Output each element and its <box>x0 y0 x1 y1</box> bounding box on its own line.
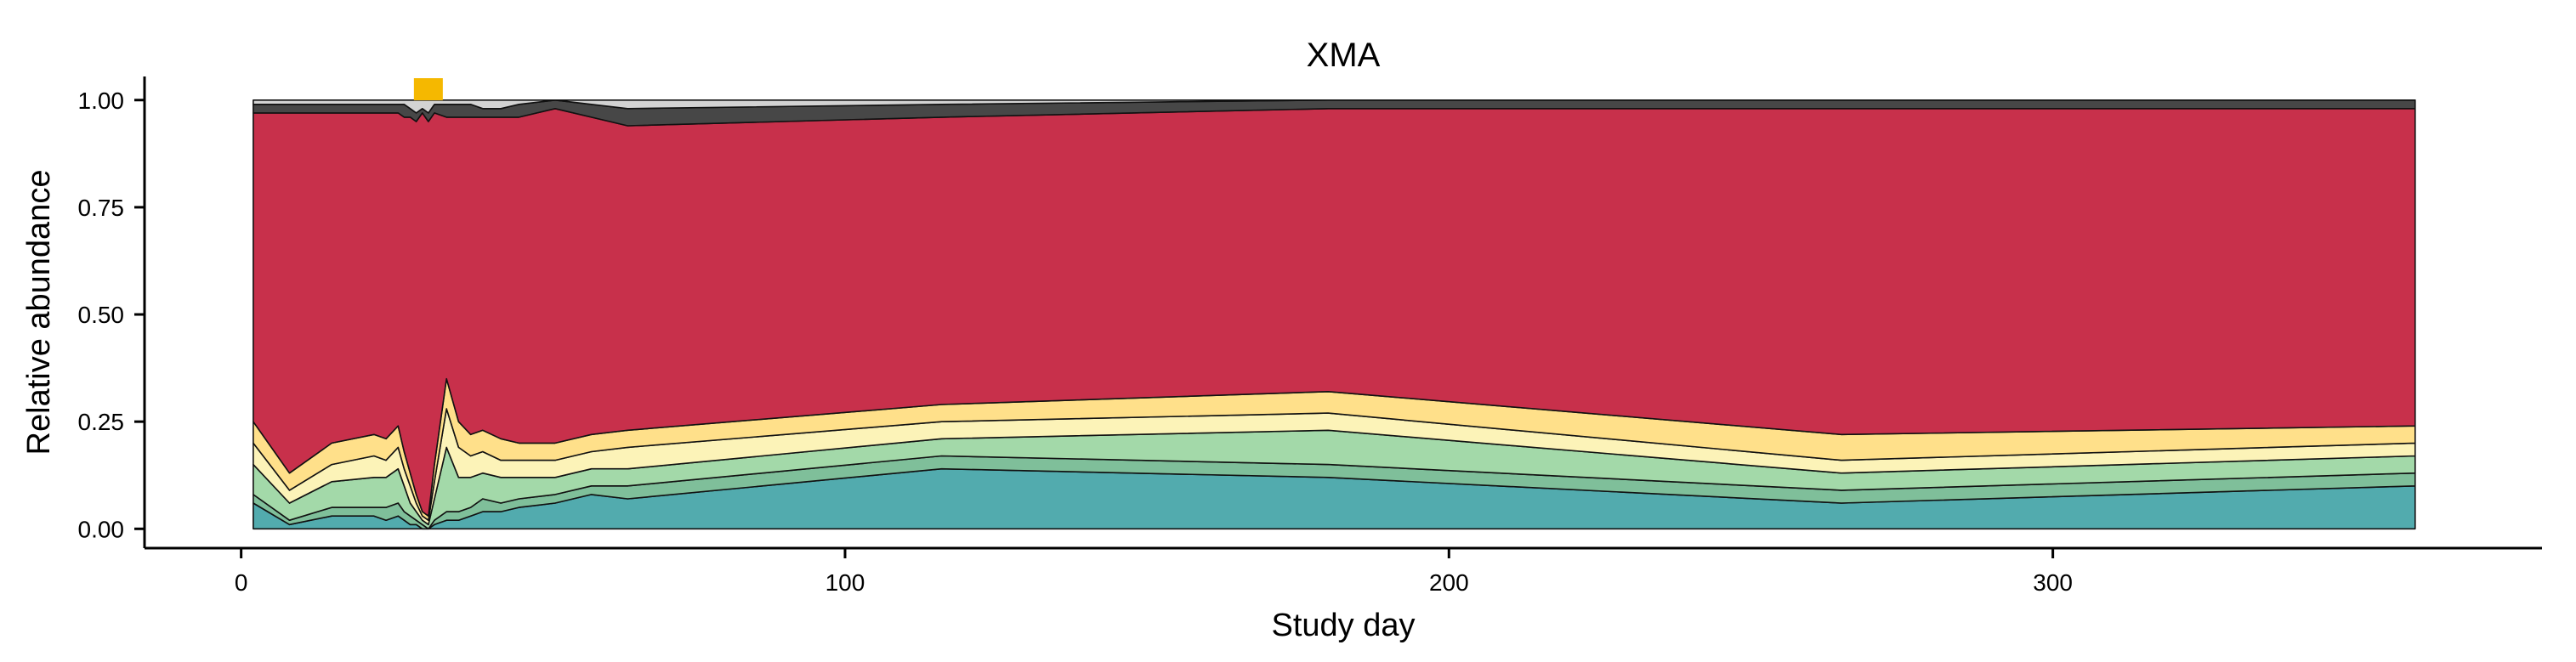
axes-group: 0 100 200 300 0.00 0.25 0.50 0.75 1.00 <box>78 76 2542 596</box>
y-tick-label: 0.50 <box>78 302 125 328</box>
y-tick-label: 0.25 <box>78 409 125 435</box>
x-tick-label: 0 <box>235 569 248 596</box>
x-axis-title: Study day <box>1272 608 1416 643</box>
area-series-group <box>252 78 2416 530</box>
x-tick-label: 200 <box>1429 569 1469 596</box>
y-tick-label: 0.75 <box>78 195 125 221</box>
x-tick-label: 300 <box>2033 569 2073 596</box>
chart-title: XMA <box>1307 37 1381 74</box>
y-tick-label: 0.00 <box>78 516 125 542</box>
y-tick-label: 1.00 <box>78 88 125 114</box>
y-axis-title: Relative abundance <box>21 170 57 455</box>
event-marker <box>413 78 443 100</box>
x-tick-label: 100 <box>826 569 865 596</box>
